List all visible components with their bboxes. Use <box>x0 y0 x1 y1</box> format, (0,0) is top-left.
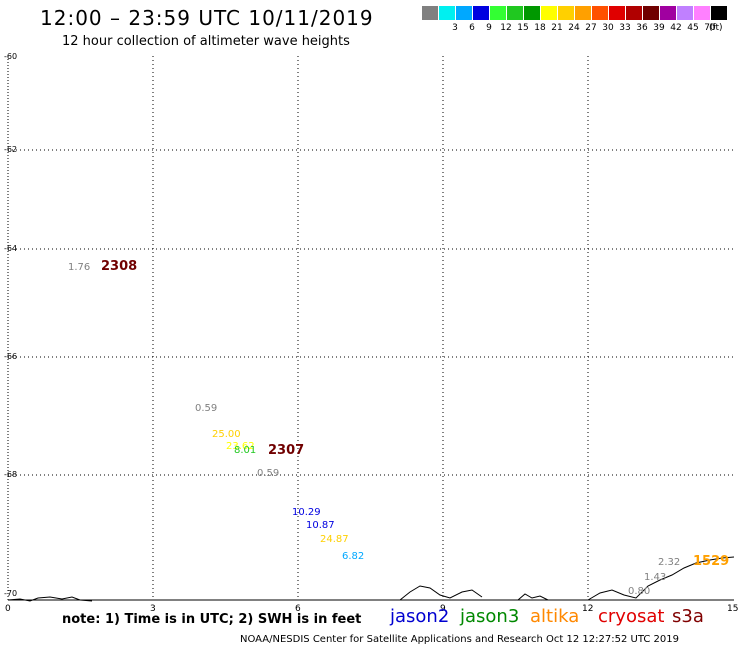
lon-tick-0: 0 <box>5 604 11 614</box>
color-scale-swatch <box>541 6 557 20</box>
wave-height-reading: 23.62 <box>226 441 255 452</box>
color-scale-swatch <box>507 6 523 20</box>
plot-frame <box>7 56 734 601</box>
lat-tick-70: -70 <box>4 589 18 598</box>
color-scale-label: 18 <box>534 23 546 33</box>
lon-tick-9: 9 <box>440 604 446 614</box>
lon-tick-3: 3 <box>150 604 156 614</box>
antarctic-coastline <box>7 556 735 602</box>
satellite-label-jason2: jason2 <box>390 606 450 627</box>
color-scale-swatch <box>660 6 676 20</box>
color-scale-label: 45 <box>687 23 699 33</box>
color-scale-swatch <box>524 6 540 20</box>
lat-tick-68: -68 <box>4 470 18 479</box>
units-note: note: 1) Time is in UTC; 2) SWH is in fe… <box>62 612 362 627</box>
lon-tick-12: 12 <box>582 604 594 614</box>
satellite-label-altika: altika <box>530 606 580 627</box>
color-scale-swatch <box>473 6 489 20</box>
wave-height-reading: 2.32 <box>658 557 681 568</box>
color-scale-swatch <box>711 6 727 20</box>
color-scale-label: 6 <box>469 23 475 33</box>
color-scale-label: 9 <box>486 23 492 33</box>
color-scale-label: 36 <box>636 23 648 33</box>
color-scale-label: 27 <box>585 23 597 33</box>
lat-tick-64: -64 <box>4 244 18 253</box>
wave-height-reading: 0.59 <box>195 403 218 414</box>
wave-height-reading: 8.01 <box>234 445 257 456</box>
footer-credit: NOAA/NESDIS Center for Satellite Applica… <box>240 634 679 645</box>
wave-height-reading: 25.00 <box>212 429 241 440</box>
wave-height-reading: 0.59 <box>257 468 280 479</box>
lat-tick-62: -62 <box>4 145 18 154</box>
graticule-lines <box>8 56 734 600</box>
color-scale-swatch <box>439 6 455 20</box>
color-scale-swatch <box>677 6 693 20</box>
color-scale-swatch <box>575 6 591 20</box>
color-scale-label: 39 <box>653 23 665 33</box>
color-scale-swatch <box>422 6 438 20</box>
color-scale-label: 70 <box>704 23 716 33</box>
color-scale-label: 42 <box>670 23 682 33</box>
map-title: 12:00 – 23:59 UTC 10/11/2019 <box>40 6 374 30</box>
lat-tick-60: -60 <box>4 52 18 61</box>
pass-time-label: 2307 <box>268 443 305 458</box>
wave-height-reading: 24.87 <box>320 534 349 545</box>
lon-tick-6: 6 <box>295 604 301 614</box>
lon-tick-15: 15 <box>727 604 739 614</box>
wave-height-reading: 0.80 <box>628 586 651 597</box>
color-scale-swatch <box>643 6 659 20</box>
wave-height-reading: 6.82 <box>342 551 365 562</box>
satellite-label-jason3: jason3 <box>460 606 520 627</box>
color-scale-label: 3 <box>452 23 458 33</box>
color-scale-swatch <box>558 6 574 20</box>
satellite-label-s3a: s3a <box>672 606 704 627</box>
map-subtitle: 12 hour collection of altimeter wave hei… <box>62 34 350 49</box>
color-scale-swatch <box>609 6 625 20</box>
wave-height-reading: 10.87 <box>306 520 335 531</box>
wave-height-reading: 10.29 <box>292 507 321 518</box>
color-scale-label: 15 <box>517 23 529 33</box>
wave-height-reading: 1.76 <box>68 262 91 273</box>
color-scale-swatch <box>694 6 710 20</box>
color-scale-swatch <box>490 6 506 20</box>
color-scale-label: 30 <box>602 23 614 33</box>
lat-tick-66: -66 <box>4 352 18 361</box>
color-scale-swatch <box>456 6 472 20</box>
pass-time-label: 2308 <box>101 259 138 274</box>
pass-time-label: 1529 <box>693 554 730 569</box>
color-scale-unit: (ft) <box>709 23 723 33</box>
wave-height-reading: 1.43 <box>644 572 667 583</box>
satellite-label-cryosat: cryosat <box>598 606 665 627</box>
color-scale-label: 33 <box>619 23 631 33</box>
color-scale-label: 24 <box>568 23 580 33</box>
color-scale-label: 12 <box>500 23 512 33</box>
color-scale-label: 21 <box>551 23 563 33</box>
color-scale-swatch <box>592 6 608 20</box>
color-scale-swatch <box>626 6 642 20</box>
